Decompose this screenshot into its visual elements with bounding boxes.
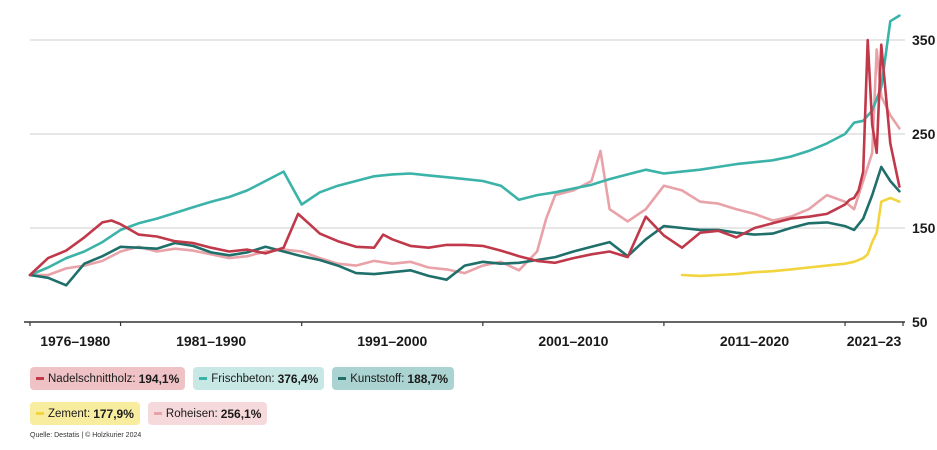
legend-item-zement: Zement: 177,9%: [30, 402, 140, 425]
legend-swatch: [338, 377, 347, 380]
chart-gridlines: [30, 39, 905, 229]
x-tick-label: 2021–23: [847, 333, 902, 349]
legend-series-name: Frischbeton:: [211, 372, 275, 385]
legend-swatch: [36, 377, 44, 380]
series-line-roheisen: [28, 48, 901, 277]
y-tick-label: 250: [912, 126, 936, 142]
legend-series-value: 256,1%: [220, 406, 262, 421]
y-tick-label: 350: [912, 32, 936, 48]
x-tick-label: 2011–2020: [720, 333, 790, 349]
legend-series-name: Zement:: [48, 407, 91, 420]
x-axis: 1976–1980 1981–1990 1991–2000 2001–2010 2011…: [24, 321, 905, 349]
legend-series-value: 177,9%: [93, 406, 134, 421]
legend-item-kunststoff: Kunststoff: 188,7%: [332, 367, 455, 390]
y-tick-label: 150: [912, 220, 936, 236]
legend-series-value: 194,1%: [138, 371, 180, 386]
legend-series-name: Nadelschnittholz:: [48, 372, 136, 385]
chart-legend: Nadelschnittholz: 194,1% Frischbeton: 376,4…: [30, 367, 590, 425]
legend-series-name: Kunststoff:: [350, 372, 405, 385]
series-line-nadelschnittholz: [28, 38, 901, 277]
x-tick-label: 2001–2010: [538, 333, 608, 349]
series-line-frischbeton: [28, 14, 901, 277]
legend-series-value: 188,7%: [407, 371, 449, 386]
legend-item-nadelschnittholz: Nadelschnittholz: 194,1%: [30, 367, 186, 390]
y-axis-ticks: 50 150 250 350: [912, 32, 936, 330]
series-line-kunststoff: [28, 165, 901, 287]
series-line-zement: [680, 196, 901, 278]
x-tick-label: 1991–2000: [357, 333, 427, 349]
x-tick-label: 1981–1990: [176, 333, 246, 349]
legend-swatch: [199, 377, 208, 380]
legend-swatch: [36, 412, 44, 415]
legend-item-frischbeton: Frischbeton: 376,4%: [193, 367, 325, 390]
line-chart: 50 150 250 350 1976–1980 1981–1990 1991–2000 2…: [24, 14, 936, 349]
chart-series-lines: [28, 14, 901, 287]
legend-series-name: Roheisen:: [165, 407, 218, 420]
source-note: Quelle: Destatis | © Holzkurier 2024: [30, 432, 142, 439]
legend-swatch: [153, 412, 162, 415]
legend-item-roheisen: Roheisen: 256,1%: [147, 402, 268, 425]
x-tick-label: 1976–1980: [40, 333, 110, 349]
legend-series-value: 376,4%: [277, 371, 319, 386]
y-tick-label: 50: [912, 314, 928, 330]
